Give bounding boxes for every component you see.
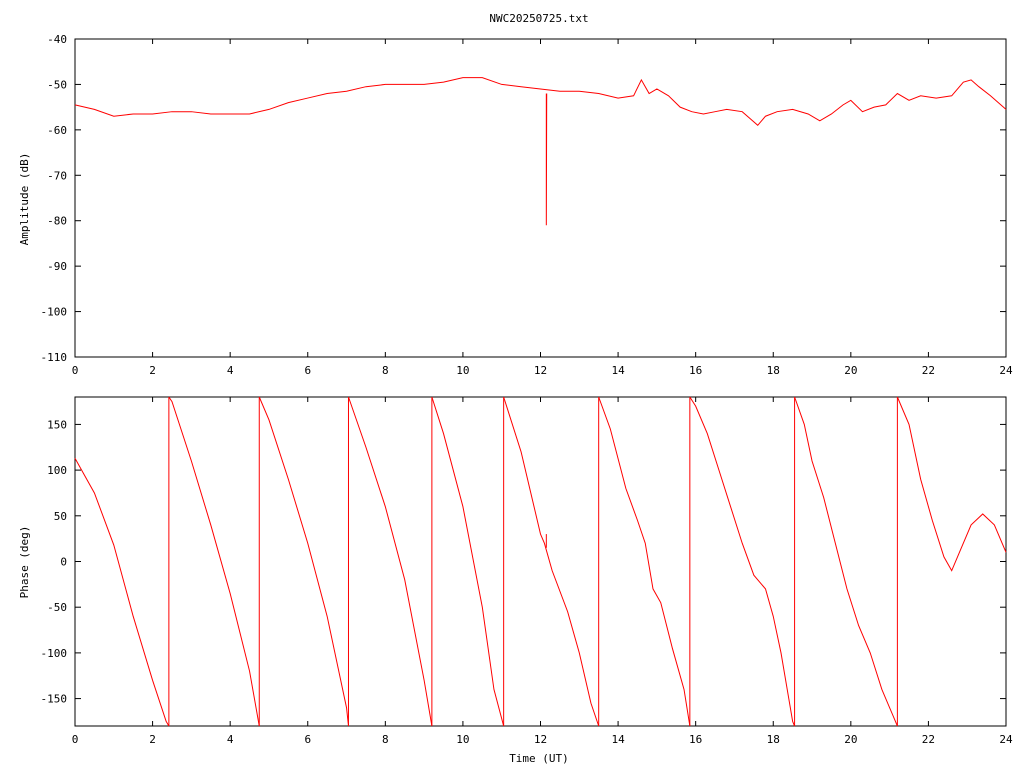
x-tick-label: 14 xyxy=(611,733,625,746)
x-tick-label: 8 xyxy=(382,364,389,377)
y-tick-label: -90 xyxy=(47,260,67,273)
y-tick-label: -70 xyxy=(47,169,67,182)
time-axis-label: Time (UT) xyxy=(509,752,569,765)
x-tick-label: 2 xyxy=(149,364,156,377)
y-tick-label: -110 xyxy=(41,351,68,364)
x-tick-label: 22 xyxy=(922,364,935,377)
y-tick-label: 150 xyxy=(47,418,67,431)
x-tick-label: 6 xyxy=(304,364,311,377)
x-tick-label: 22 xyxy=(922,733,935,746)
amplitude-plot-frame xyxy=(75,39,1006,357)
x-tick-label: 8 xyxy=(382,733,389,746)
y-tick-label: -60 xyxy=(47,124,67,137)
y-tick-label: -50 xyxy=(47,78,67,91)
x-tick-label: 20 xyxy=(844,364,857,377)
x-tick-label: 16 xyxy=(689,364,702,377)
series-line-3 xyxy=(348,397,431,726)
series-line-4 xyxy=(432,397,504,726)
series-line-1 xyxy=(169,397,259,726)
x-tick-label: 2 xyxy=(149,733,156,746)
x-tick-label: 6 xyxy=(304,733,311,746)
phase-axis-label: Phase (deg) xyxy=(18,526,31,599)
x-tick-label: 12 xyxy=(534,733,547,746)
y-tick-label: -100 xyxy=(41,647,68,660)
x-tick-label: 18 xyxy=(767,364,780,377)
amplitude-axis-label: Amplitude (dB) xyxy=(18,153,31,246)
phase-plot-frame xyxy=(75,397,1006,726)
x-tick-label: 24 xyxy=(999,364,1013,377)
x-tick-label: 14 xyxy=(611,364,625,377)
x-tick-label: 10 xyxy=(456,364,469,377)
x-tick-label: 4 xyxy=(227,733,234,746)
x-tick-label: 16 xyxy=(689,733,702,746)
series-line-9 xyxy=(897,397,1006,571)
series-line-2 xyxy=(259,397,348,726)
series-line-7 xyxy=(690,397,795,726)
series-line-8 xyxy=(795,397,898,726)
x-tick-label: 20 xyxy=(844,733,857,746)
x-tick-label: 10 xyxy=(456,733,469,746)
y-tick-label: -40 xyxy=(47,33,67,46)
y-tick-label: 50 xyxy=(54,510,67,523)
series-line-0 xyxy=(75,78,1006,126)
series-line-5 xyxy=(504,397,599,726)
y-tick-label: -80 xyxy=(47,215,67,228)
series-line-0 xyxy=(75,458,169,726)
x-tick-label: 0 xyxy=(72,364,79,377)
y-tick-label: 100 xyxy=(47,464,67,477)
y-tick-label: -150 xyxy=(41,693,68,706)
y-tick-label: 0 xyxy=(60,556,67,569)
series-line-6 xyxy=(599,397,690,726)
chart-title: NWC20250725.txt xyxy=(489,12,588,25)
x-tick-label: 4 xyxy=(227,364,234,377)
x-tick-label: 18 xyxy=(767,733,780,746)
y-tick-label: -50 xyxy=(47,601,67,614)
y-tick-label: -100 xyxy=(41,306,68,319)
x-tick-label: 12 xyxy=(534,364,547,377)
x-tick-label: 24 xyxy=(999,733,1013,746)
x-tick-label: 0 xyxy=(72,733,79,746)
